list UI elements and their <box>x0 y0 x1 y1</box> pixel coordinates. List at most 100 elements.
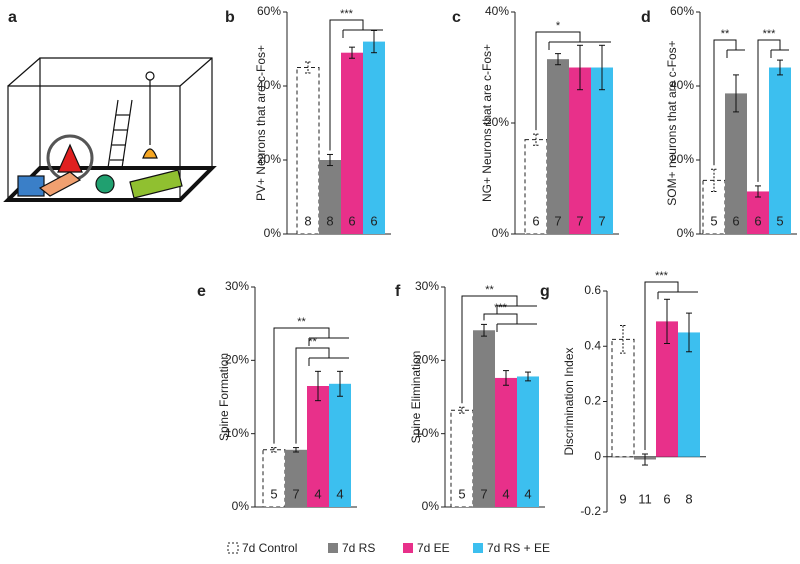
y-tick-label: 40% <box>670 78 694 92</box>
y-tick-label: 20% <box>670 152 694 166</box>
n-label: 5 <box>458 486 465 501</box>
n-label: 5 <box>776 213 783 228</box>
bar <box>611 338 635 458</box>
error-bar <box>459 406 465 414</box>
significance-bracket <box>483 313 537 332</box>
error-bar <box>305 61 311 74</box>
n-label: 5 <box>710 213 717 228</box>
significance-bracket <box>644 281 698 450</box>
significance-bracket <box>329 19 383 151</box>
bar <box>569 67 591 234</box>
bar <box>285 449 307 507</box>
bar <box>329 383 351 507</box>
n-label: 4 <box>336 486 343 501</box>
error-bar <box>525 371 531 382</box>
bar <box>656 321 678 457</box>
y-axis-label: Discrimination Index <box>562 347 576 455</box>
y-tick-label: 60% <box>670 4 694 18</box>
y-axis-label: SOM+ neurons that are c-Fos+ <box>665 40 679 205</box>
n-label: 5 <box>270 486 277 501</box>
bar <box>495 377 517 507</box>
y-tick-label: 20% <box>257 152 281 166</box>
significance-bracket <box>535 31 611 131</box>
panel-label: e <box>197 283 206 300</box>
error-bar <box>337 370 343 397</box>
panel-label: d <box>641 9 651 26</box>
y-tick-label: 10% <box>415 426 439 440</box>
n-label: 9 <box>619 491 626 506</box>
y-axis-label: NG+ Neurons that are c-Fos+ <box>480 44 494 202</box>
n-label: 6 <box>754 213 761 228</box>
n-label: 8 <box>326 213 333 228</box>
y-tick-label: 20% <box>415 353 439 367</box>
legend-swatch <box>227 542 239 554</box>
bar <box>725 93 747 235</box>
legend-label: 7d RS <box>342 541 375 555</box>
y-tick-label: 0% <box>677 226 695 240</box>
legend-label: 7d EE <box>417 541 450 555</box>
n-label: 6 <box>370 213 377 228</box>
panel-label: b <box>225 9 235 26</box>
legend-swatch <box>403 543 413 553</box>
n-label: 8 <box>304 213 311 228</box>
significance-label: * <box>556 20 561 32</box>
n-label: 7 <box>292 486 299 501</box>
error-bar <box>349 46 355 59</box>
bar <box>678 332 700 457</box>
error-bar <box>620 325 626 354</box>
error-bar <box>777 59 783 76</box>
significance-bracket <box>757 39 789 182</box>
bar <box>517 376 539 507</box>
error-bar <box>503 370 509 386</box>
n-label: 4 <box>524 486 531 501</box>
y-tick-label: -0.2 <box>580 504 601 518</box>
significance-label: *** <box>494 302 508 314</box>
error-bar <box>293 447 299 453</box>
n-label: 6 <box>663 491 670 506</box>
significance-label: *** <box>340 8 354 20</box>
significance-bracket <box>295 347 349 444</box>
y-tick-label: 40% <box>257 78 281 92</box>
significance-label: *** <box>763 28 777 40</box>
y-axis-label: Spine Elimination <box>409 351 423 444</box>
n-label: 7 <box>598 213 605 228</box>
panel-label: a <box>8 9 17 26</box>
error-bar <box>599 44 605 91</box>
error-bar <box>733 74 739 113</box>
bar <box>319 160 341 234</box>
panel-label: f <box>395 283 401 300</box>
significance-bracket <box>273 327 349 444</box>
legend-label: 7d RS + EE <box>487 541 550 555</box>
significance-label: ** <box>297 316 306 328</box>
bar <box>591 67 613 234</box>
n-label: 6 <box>348 213 355 228</box>
bar <box>747 191 769 234</box>
y-tick-label: 0 <box>594 449 601 463</box>
significance-bracket <box>461 295 537 404</box>
y-tick-label: 30% <box>415 279 439 293</box>
y-tick-label: 20% <box>485 115 509 129</box>
cage-illustration <box>3 57 217 202</box>
panel-label: g <box>540 283 550 300</box>
error-bar <box>327 153 333 167</box>
n-label: 6 <box>732 213 739 228</box>
n-label: 8 <box>685 491 692 506</box>
significance-label: ** <box>308 336 317 348</box>
y-tick-label: 40% <box>485 4 509 18</box>
n-label: 4 <box>502 486 509 501</box>
y-tick-label: 0% <box>422 499 440 513</box>
significance-label: *** <box>655 270 669 282</box>
y-axis-label: PV+ Neurons that are c-Fos+ <box>254 45 268 201</box>
y-tick-label: 0% <box>264 226 282 240</box>
y-tick-label: 0.6 <box>584 283 601 297</box>
error-bar <box>686 312 692 353</box>
y-tick-label: 0.4 <box>584 338 601 352</box>
bar <box>473 330 495 507</box>
n-label: 4 <box>314 486 321 501</box>
legend-swatch <box>473 543 483 553</box>
y-axis-label: Spine Formation <box>217 353 231 441</box>
n-label: 7 <box>554 213 561 228</box>
error-bar <box>642 453 648 466</box>
error-bar <box>481 323 487 337</box>
bar <box>547 59 569 234</box>
